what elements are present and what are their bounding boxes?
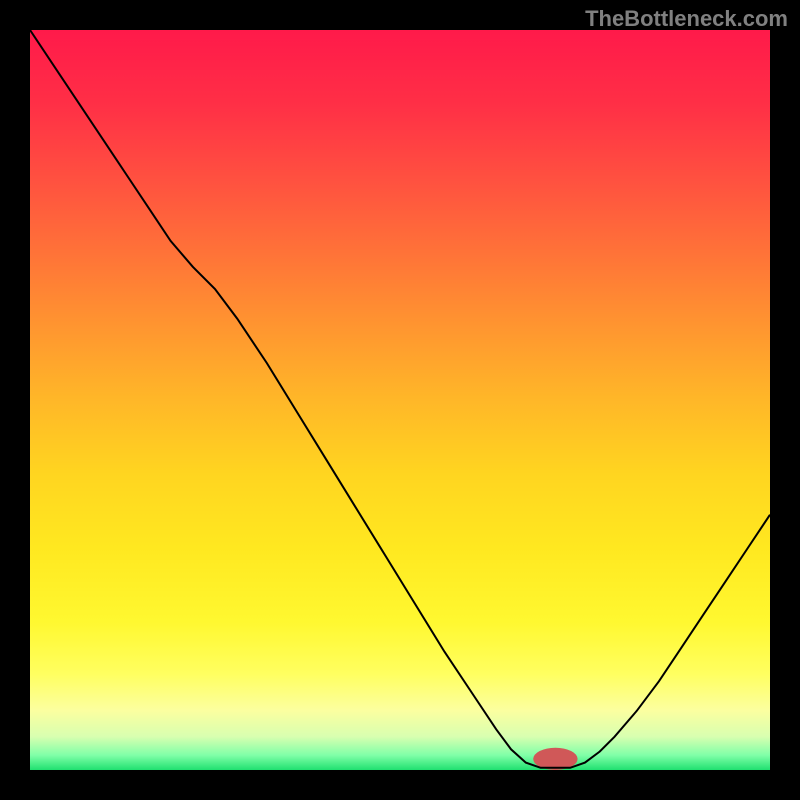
plot-svg [30,30,770,770]
chart-container: TheBottleneck.com [0,0,800,800]
gradient-background [30,30,770,770]
watermark-text: TheBottleneck.com [585,6,788,32]
plot-area [30,30,770,770]
